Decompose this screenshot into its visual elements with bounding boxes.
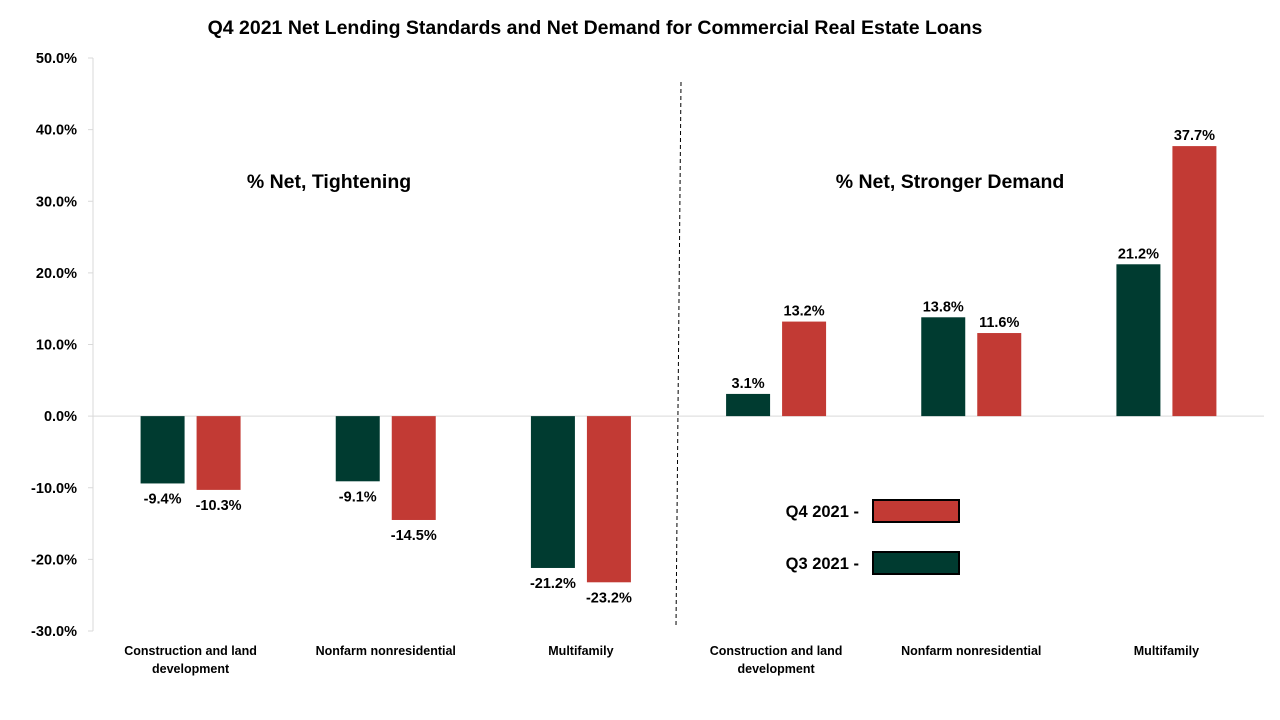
y-tick-label: 10.0%: [36, 338, 77, 354]
data-labels: -9.4% -9.1% -21.2% 3.1% 13.8% 21.2% -10.3% -14.…: [144, 128, 1215, 606]
legend-swatch: [872, 499, 960, 523]
category-label: Construction and land: [710, 644, 843, 658]
bar-q3-2021: [530, 416, 575, 568]
bar-q3-2021: [140, 416, 185, 484]
data-label: -10.3%: [196, 498, 242, 514]
y-tick-label: -30.0%: [31, 624, 77, 640]
data-label: -21.2%: [530, 576, 576, 592]
legend-label: Q3 2021 -: [786, 555, 859, 573]
category-label: development: [152, 662, 230, 676]
legend-swatch: [872, 551, 960, 575]
bar-q3-2021: [1116, 264, 1161, 417]
y-tick-label: -10.0%: [31, 481, 77, 497]
legend-label: Q4 2021 -: [786, 503, 859, 521]
y-axis: 50.0% 40.0% 30.0% 20.0% 10.0% 0.0% -10.0% -20.0…: [31, 51, 94, 640]
y-tick-label: 30.0%: [36, 194, 77, 210]
chart-title: Q4 2021 Net Lending Standards and Net De…: [208, 17, 983, 39]
data-label: 13.8%: [923, 299, 964, 315]
data-label: 3.1%: [732, 376, 765, 392]
category-label: Nonfarm nonresidential: [316, 644, 456, 658]
data-label: -9.1%: [339, 489, 377, 505]
y-tick-label: -20.0%: [31, 552, 77, 568]
bar-q4-2021: [196, 416, 241, 490]
bar-q3-2021: [726, 393, 771, 417]
section-label-demand: % Net, Stronger Demand: [836, 171, 1065, 193]
legend: Q4 2021 - Q3 2021 -: [786, 499, 960, 575]
y-tick-label: 50.0%: [36, 51, 77, 67]
category-label: Multifamily: [548, 644, 613, 658]
data-label: -9.4%: [144, 491, 182, 507]
data-label: 13.2%: [784, 304, 825, 320]
category-label: Construction and land: [124, 644, 257, 658]
section-label-tightening: % Net, Tightening: [247, 171, 411, 193]
bar-q4-2021: [586, 416, 631, 583]
bar-q3-2021: [335, 416, 380, 482]
y-tick-label: 20.0%: [36, 266, 77, 282]
bar-q4-2021: [782, 321, 827, 417]
category-label: Nonfarm nonresidential: [901, 644, 1041, 658]
data-label: 21.2%: [1118, 246, 1159, 262]
y-tick-label: 40.0%: [36, 123, 77, 139]
category-label: Multifamily: [1134, 644, 1199, 658]
bar-q4-2021: [1172, 146, 1217, 417]
data-label: 11.6%: [979, 315, 1019, 331]
category-labels: Construction and land development Nonfarm …: [124, 644, 1199, 676]
category-label: development: [738, 662, 816, 676]
data-label: -23.2%: [586, 590, 632, 606]
data-label: -14.5%: [391, 528, 437, 544]
section-divider: [675, 81, 682, 627]
bar-q4-2021: [977, 333, 1022, 417]
y-tick-label: 0.0%: [44, 409, 77, 425]
bars: [140, 146, 1217, 583]
bar-q4-2021: [391, 416, 436, 520]
data-label: 37.7%: [1174, 128, 1215, 144]
bar-q3-2021: [921, 317, 966, 417]
